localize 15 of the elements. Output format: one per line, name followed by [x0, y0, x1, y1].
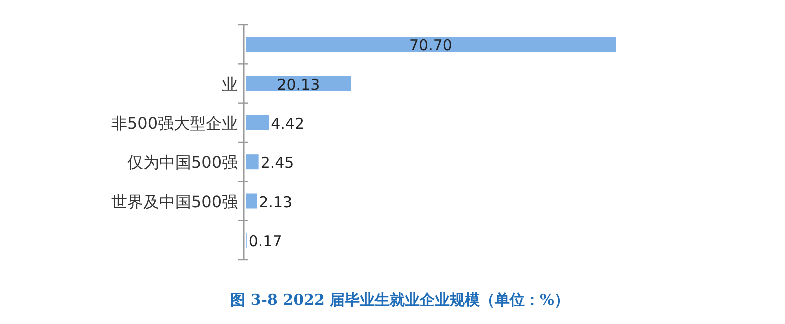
data-label: 70.70 — [410, 36, 452, 55]
data-label: 2.45 — [260, 154, 294, 172]
y-tick-label: 仅为中国500强 — [127, 153, 238, 172]
bar — [246, 194, 258, 209]
y-tick-label: 非500强大型企业 — [111, 114, 238, 133]
y-tick-label: 世界及中国500强 — [111, 192, 238, 212]
data-label: 2.13 — [259, 193, 293, 212]
data-label: 4.42 — [271, 114, 305, 133]
bar — [246, 154, 259, 170]
data-label: 0.17 — [248, 232, 282, 250]
bar — [246, 115, 270, 130]
bar — [246, 37, 616, 52]
y-tick-label: 业 — [222, 74, 238, 94]
text: 图 3-8 2022 届毕业生就业企业规模（单位：%） — [230, 291, 570, 309]
data-label: 20.13 — [277, 76, 320, 94]
